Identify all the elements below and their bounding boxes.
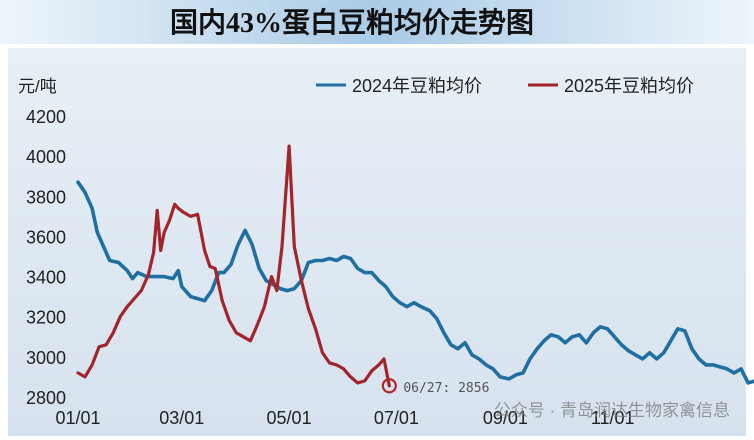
chart-title: 国内43%蛋白豆粕均价走势图 xyxy=(170,6,534,39)
legend-label: 2024年豆粕均价 xyxy=(352,76,482,96)
x-tick-label: 07/01 xyxy=(374,408,419,428)
y-axis-label: 元/吨 xyxy=(18,77,57,96)
annotation-label: 06/27: 2856 xyxy=(403,381,489,396)
annotations: 06/27: 2856 xyxy=(381,378,489,396)
legend: 2024年豆粕均价 2025年豆粕均价 xyxy=(316,76,694,96)
legend-label: 2025年豆粕均价 xyxy=(564,76,694,96)
series-lines xyxy=(76,144,754,388)
annotation-marker xyxy=(381,378,397,394)
x-tick-label: 05/01 xyxy=(267,408,312,428)
x-axis-ticks: 01/01 03/01 05/01 07/01 09/01 11/01 xyxy=(55,408,634,428)
x-tick-label: 03/01 xyxy=(159,408,204,428)
series-line-2025 xyxy=(76,144,391,388)
y-axis-ticks: 2800 3000 3200 3400 3600 3800 4000 4200 xyxy=(26,107,66,408)
y-tick-label: 3000 xyxy=(26,348,66,368)
y-tick-label: 4000 xyxy=(26,147,66,167)
plot-background xyxy=(8,48,746,436)
title-band xyxy=(0,0,754,44)
y-tick-label: 4200 xyxy=(26,107,66,127)
x-tick-label: 01/01 xyxy=(55,408,100,428)
x-tick-label: 09/01 xyxy=(483,408,528,428)
y-tick-label: 3200 xyxy=(26,308,66,328)
y-tick-label: 3600 xyxy=(26,227,66,247)
watermark-text: 公众号 · 青岛润达生物家禽信息 xyxy=(494,401,730,420)
series-line-2024 xyxy=(76,180,754,385)
y-tick-label: 2800 xyxy=(26,388,66,408)
y-tick-label: 3800 xyxy=(26,187,66,207)
y-tick-label: 3400 xyxy=(26,268,66,288)
x-tick-label: 11/01 xyxy=(591,408,635,428)
